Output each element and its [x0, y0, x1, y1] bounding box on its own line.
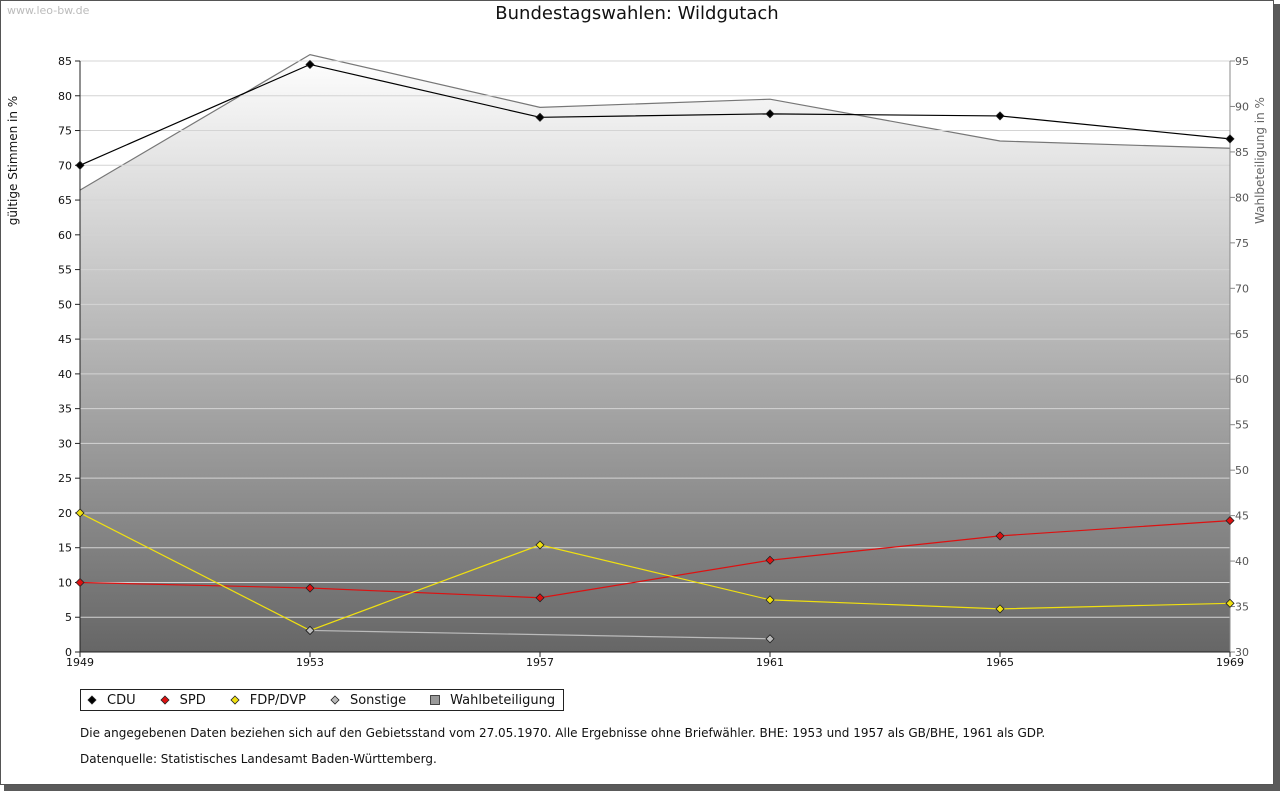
- series-line-sonstige: [309, 629, 771, 640]
- frame-shadow-bottom: [4, 785, 1280, 791]
- legend-label: FDP/DVP: [249, 692, 306, 708]
- legend: CDU SPD FDP/DVP Sonstige Wahlbeteiligung: [80, 689, 565, 711]
- y-tick-label: 25: [58, 472, 72, 485]
- y2-tick-label: 75: [1235, 237, 1249, 250]
- y-tick-label: 15: [58, 542, 72, 555]
- y-axis-label: gültige Stimmen in %: [6, 96, 20, 225]
- series-line-cdu: [79, 63, 1231, 166]
- y-tick-label: 55: [58, 264, 72, 277]
- y2-tick-label: 55: [1235, 419, 1249, 432]
- y2-tick-label: 50: [1235, 464, 1249, 477]
- data-point-cdu: [995, 111, 1005, 121]
- y-tick-label: 65: [58, 194, 72, 207]
- y2-tick-label: 95: [1235, 55, 1249, 68]
- frame-shadow-right: [1274, 4, 1280, 791]
- y2-tick-label: 65: [1235, 328, 1249, 341]
- data-point-spd: [765, 555, 775, 565]
- y-tick-label: 70: [58, 159, 72, 172]
- y-tick-label: 5: [65, 611, 72, 624]
- diamond-marker-icon: [160, 695, 170, 705]
- diamond-marker-icon: [330, 695, 340, 705]
- data-point-cdu: [305, 59, 315, 70]
- y-tick-label: 10: [58, 576, 72, 589]
- data-point-sonstige: [305, 625, 315, 636]
- series-line-spd: [79, 519, 1231, 599]
- y2-axis-label: Wahlbeteiligung in %: [1253, 97, 1267, 224]
- line-chart: 0 5 10 15 20 25 30 35 40 45 50 55 60 65 70 75 80 85 30 35 40…: [6, 53, 1267, 669]
- legend-item-spd: SPD: [158, 693, 206, 708]
- y-tick-label: 30: [58, 437, 72, 450]
- data-point-fdp-dvp: [995, 604, 1005, 614]
- data-point-spd: [995, 531, 1005, 541]
- y2-tick-label: 90: [1235, 100, 1249, 113]
- x-tick-label: 1949: [66, 656, 94, 669]
- data-point-spd: [1225, 516, 1235, 526]
- y-tick-label: 80: [58, 90, 72, 103]
- legend-label: Sonstige: [349, 692, 407, 708]
- note-datenquelle: Datenquelle: Statistisches Landesamt Bad…: [80, 752, 437, 766]
- y2-tick-label: 70: [1235, 282, 1249, 295]
- data-point-cdu: [765, 109, 775, 119]
- data-point-cdu: [535, 112, 545, 122]
- chart-title: Bundestagswahlen: Wildgutach: [495, 3, 779, 24]
- x-tick-label: 1953: [296, 656, 324, 669]
- y-tick-label: 50: [58, 298, 72, 311]
- y-tick-label: 40: [58, 368, 72, 381]
- data-point-spd: [305, 583, 315, 593]
- y-tick-label: 0: [65, 646, 72, 659]
- data-point-fdp-dvp: [75, 508, 85, 518]
- y2-tick-label: 80: [1235, 191, 1249, 204]
- y2-tick-label: 45: [1235, 510, 1249, 523]
- data-point-fdp-dvp: [765, 595, 775, 605]
- data-point-sonstige: [765, 634, 775, 644]
- series-line-fdp-dvp: [79, 512, 1231, 632]
- data-point-fdp-dvp: [535, 540, 545, 550]
- turnout-line: [79, 53, 1231, 191]
- diamond-marker-icon: [87, 695, 97, 705]
- x-tick-label: 1957: [526, 656, 554, 669]
- data-point-fdp-dvp: [1225, 598, 1235, 608]
- x-tick-label: 1969: [1216, 656, 1244, 669]
- turnout-area: [80, 54, 1230, 653]
- legend-label: Wahlbeteiligung: [450, 692, 556, 708]
- y2-tick-label: 35: [1235, 601, 1249, 614]
- data-point-cdu: [1225, 134, 1235, 144]
- legend-item-fdp-dvp: FDP/DVP: [228, 693, 306, 708]
- legend-item-cdu: CDU: [85, 693, 136, 708]
- y-tick-label: 85: [58, 55, 72, 68]
- y2-tick-label: 85: [1235, 146, 1249, 159]
- square-marker-icon: [430, 695, 441, 705]
- x-tick-label: 1961: [756, 656, 784, 669]
- legend-item-sonstige: Sonstige: [328, 693, 406, 708]
- y2-tick-label: 40: [1235, 555, 1249, 568]
- data-point-spd: [535, 593, 545, 603]
- y2-tick-label: 60: [1235, 373, 1249, 386]
- y-tick-label: 60: [58, 229, 72, 242]
- x-tick-label: 1965: [986, 656, 1014, 669]
- legend-label: SPD: [179, 692, 206, 708]
- y-tick-label: 20: [58, 507, 72, 520]
- y-tick-label: 75: [58, 125, 72, 138]
- legend-item-wahlbeteiligung: Wahlbeteiligung: [428, 693, 555, 708]
- y-tick-label: 45: [58, 333, 72, 346]
- y-tick-label: 35: [58, 403, 72, 416]
- legend-label: CDU: [107, 692, 136, 708]
- note-gebietsstand: Die angegebenen Daten beziehen sich auf …: [80, 726, 1046, 740]
- data-point-spd: [75, 577, 85, 588]
- diamond-marker-icon: [230, 695, 240, 705]
- y2-tick-label: 30: [1235, 646, 1249, 659]
- watermark: www.leo-bw.de: [7, 4, 90, 17]
- data-point-cdu: [75, 160, 85, 170]
